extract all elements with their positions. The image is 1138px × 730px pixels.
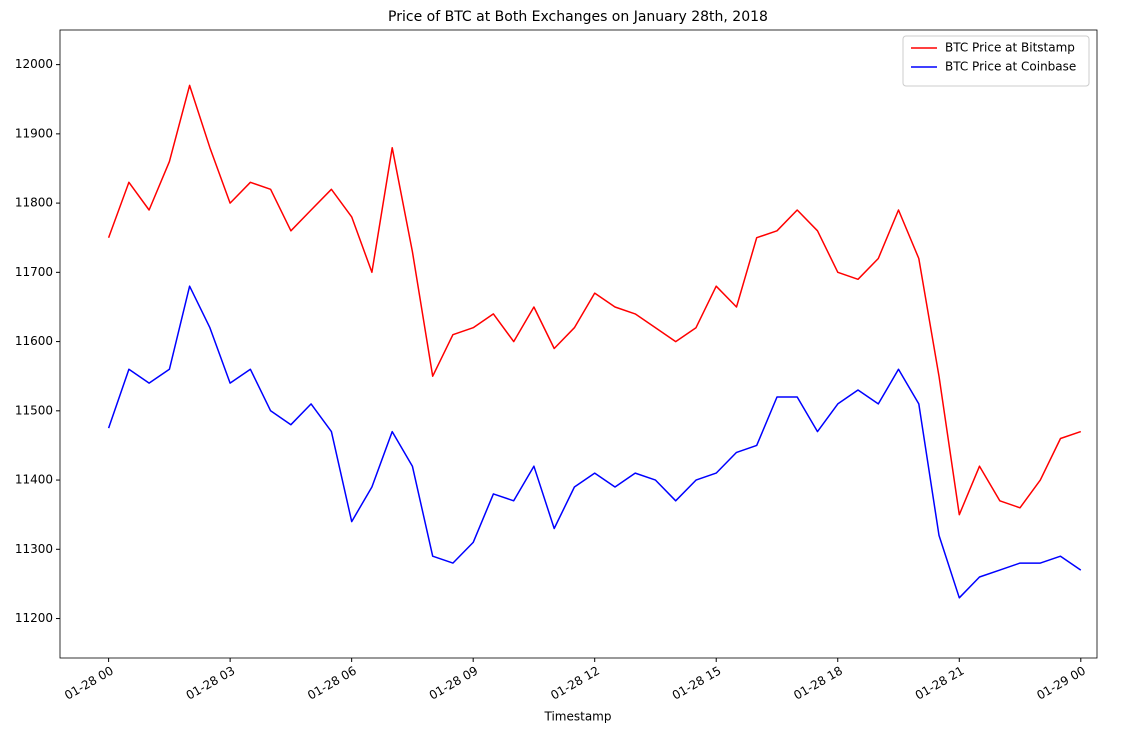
- x-tick-label: 01-28 21: [913, 664, 967, 703]
- x-tick-label: 01-28 06: [305, 664, 359, 703]
- x-tick-label: 01-28 15: [670, 664, 724, 703]
- price-line: [107, 84, 1082, 516]
- x-tick-label: 01-28 00: [62, 664, 116, 703]
- plot-frame: [59, 29, 1098, 659]
- y-tick-label: 11300: [15, 542, 53, 556]
- legend-box: [902, 35, 1090, 87]
- y-tick-label: 11400: [15, 473, 53, 487]
- y-tick-label: 11800: [15, 196, 53, 210]
- legend-label: BTC Price at Bitstamp: [945, 41, 1075, 55]
- x-tick-label: 01-29 00: [1034, 664, 1088, 703]
- legend-label: BTC Price at Coinbase: [945, 60, 1076, 74]
- y-tick-label: 12000: [15, 57, 53, 71]
- y-tick-label: 11500: [15, 403, 53, 417]
- y-tick-label: 11900: [15, 126, 53, 140]
- x-tick-label: 01-28 18: [791, 664, 845, 703]
- y-tick-label: 11600: [15, 334, 53, 348]
- y-tick-label: 11700: [15, 265, 53, 279]
- x-tick-label: 01-28 09: [427, 664, 481, 703]
- y-tick-label: 11200: [15, 611, 53, 625]
- chart-title: Price of BTC at Both Exchanges on Januar…: [388, 9, 768, 25]
- x-tick-label: 01-28 12: [548, 664, 602, 703]
- x-axis-label: Timestamp: [544, 710, 612, 724]
- x-tick-label: 01-28 03: [184, 664, 238, 703]
- price-line: [107, 285, 1082, 599]
